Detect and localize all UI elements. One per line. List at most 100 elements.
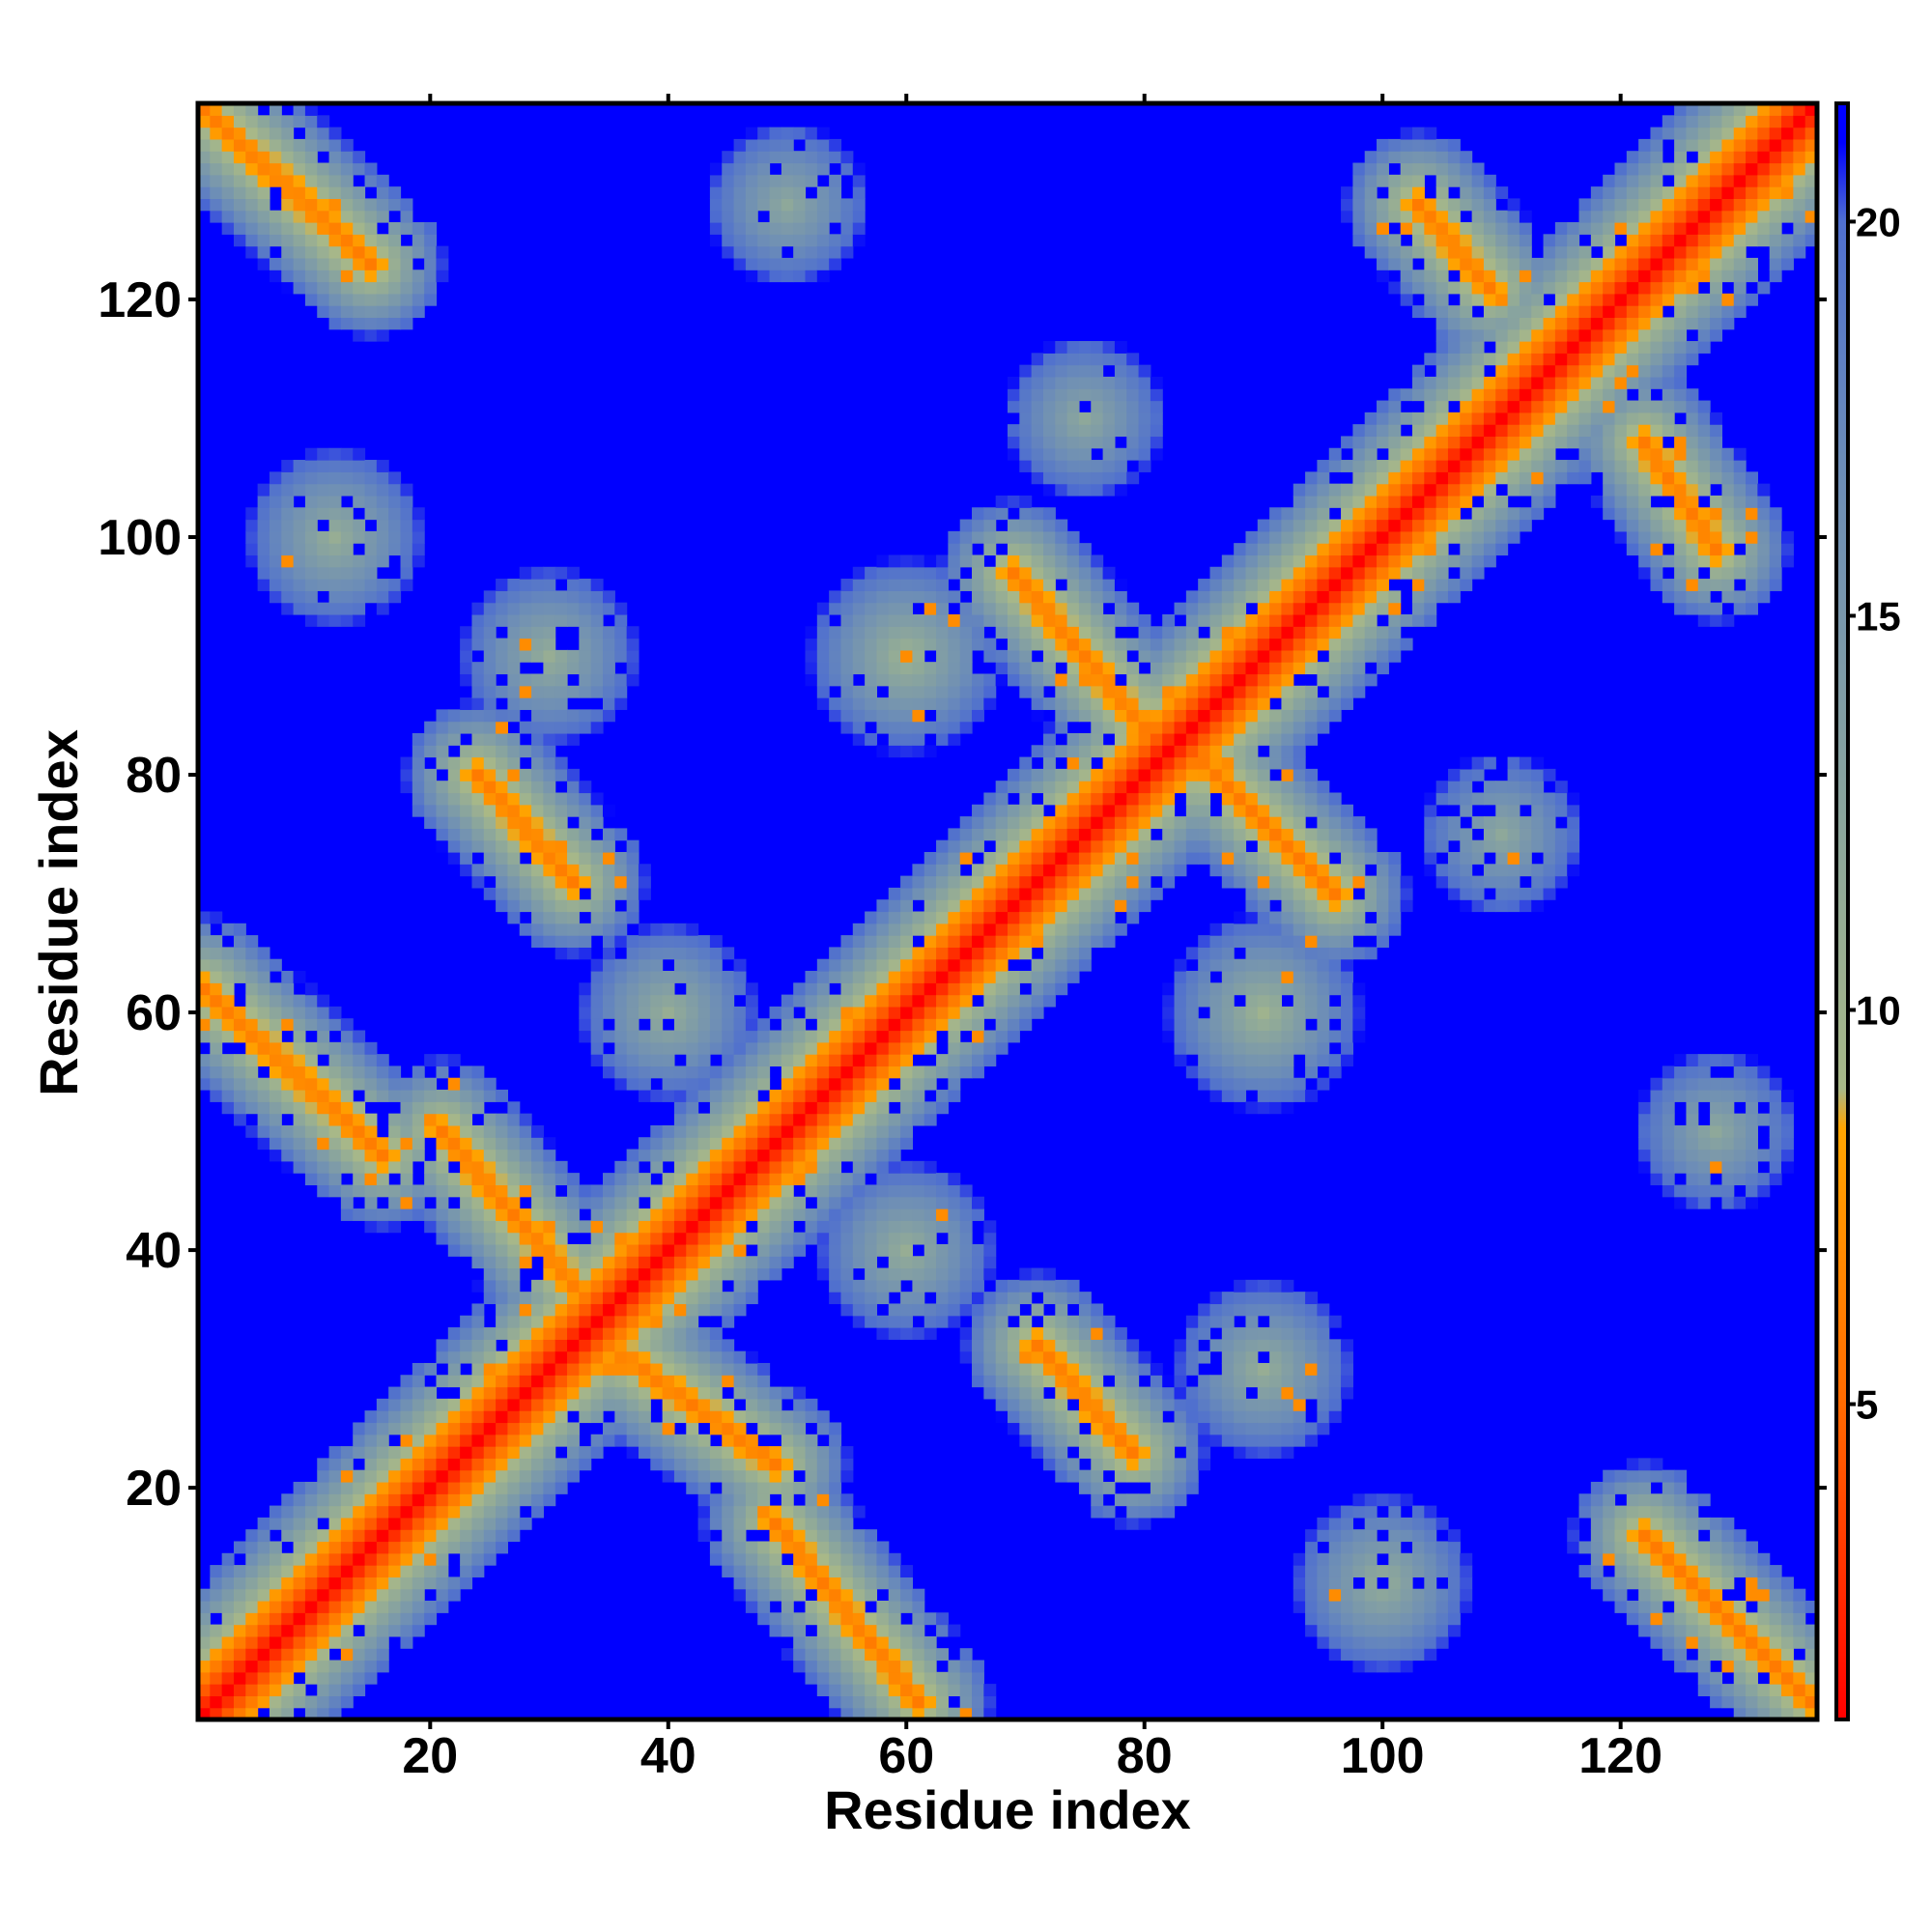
heatmap-cell bbox=[1209, 1065, 1223, 1079]
heatmap-cell bbox=[829, 1054, 842, 1067]
heatmap-cell bbox=[1209, 579, 1223, 591]
heatmap-cell bbox=[1245, 935, 1259, 948]
heatmap-cell bbox=[1091, 436, 1104, 449]
heatmap-cell bbox=[388, 1220, 402, 1234]
heatmap-cell bbox=[840, 935, 854, 948]
heatmap-cell bbox=[793, 1243, 807, 1257]
heatmap-cell bbox=[233, 1077, 246, 1091]
heatmap-cell bbox=[519, 1327, 532, 1340]
heatmap-cell bbox=[959, 1256, 973, 1269]
heatmap-cell bbox=[852, 1065, 866, 1079]
heatmap-cell bbox=[281, 1552, 295, 1566]
heatmap-cell bbox=[662, 1469, 675, 1483]
heatmap-cell bbox=[829, 1552, 842, 1566]
heatmap-cell bbox=[471, 1196, 485, 1209]
heatmap-cell bbox=[865, 709, 878, 723]
heatmap-cell bbox=[603, 923, 615, 936]
heatmap-cell bbox=[769, 1267, 782, 1281]
heatmap-cell bbox=[626, 1196, 639, 1209]
heatmap-cell bbox=[245, 947, 259, 960]
heatmap-cell bbox=[852, 1041, 866, 1055]
heatmap-cell bbox=[245, 530, 259, 544]
heatmap-cell bbox=[269, 257, 282, 270]
heatmap-cell bbox=[638, 1398, 651, 1411]
heatmap-cell bbox=[686, 1173, 699, 1186]
heatmap-cell bbox=[1234, 792, 1247, 806]
heatmap-cell bbox=[1114, 1434, 1127, 1447]
heatmap-cell bbox=[1150, 1481, 1163, 1494]
heatmap-cell bbox=[1008, 851, 1020, 865]
heatmap-cell bbox=[1234, 1090, 1247, 1102]
heatmap-cell bbox=[936, 923, 949, 936]
heatmap-cell bbox=[554, 1327, 568, 1340]
heatmap-cell bbox=[460, 1422, 473, 1435]
heatmap-cell bbox=[554, 923, 568, 936]
heatmap-cell bbox=[281, 1041, 295, 1055]
heatmap-cell bbox=[483, 626, 497, 639]
heatmap-cell bbox=[257, 1018, 270, 1032]
heatmap-cell bbox=[1091, 875, 1104, 889]
heatmap-cell bbox=[722, 1315, 735, 1328]
heatmap-cell bbox=[1162, 1375, 1176, 1388]
heatmap-cell bbox=[1174, 721, 1187, 734]
heatmap-cell bbox=[388, 317, 402, 330]
heatmap-cell bbox=[745, 222, 758, 235]
heatmap-cell bbox=[865, 1030, 878, 1043]
heatmap-cell bbox=[722, 210, 735, 223]
heatmap-cell bbox=[340, 460, 354, 472]
heatmap-cell bbox=[400, 1552, 413, 1566]
heatmap-cell bbox=[317, 1065, 330, 1079]
heatmap-cell bbox=[1019, 673, 1033, 687]
heatmap-cell bbox=[757, 1054, 771, 1067]
heatmap-cell bbox=[317, 1160, 330, 1174]
heatmap-cell bbox=[293, 1529, 306, 1543]
heatmap-cell bbox=[1091, 1481, 1104, 1494]
heatmap-cell bbox=[816, 1184, 830, 1198]
heatmap-cell bbox=[424, 1565, 438, 1577]
heatmap-cell bbox=[1008, 1398, 1020, 1411]
heatmap-cell bbox=[281, 127, 295, 140]
heatmap-cell bbox=[317, 1612, 330, 1626]
heatmap-cell bbox=[567, 1279, 580, 1293]
heatmap-cell bbox=[733, 257, 747, 270]
heatmap-cell bbox=[304, 543, 318, 556]
heatmap-cell bbox=[626, 1434, 639, 1447]
heatmap-cell bbox=[638, 1065, 651, 1079]
heatmap-cell bbox=[1102, 388, 1116, 402]
heatmap-cell bbox=[769, 1481, 782, 1494]
heatmap-cell bbox=[364, 1565, 378, 1577]
heatmap-cell bbox=[1198, 1375, 1211, 1388]
heatmap-cell bbox=[900, 982, 914, 996]
heatmap-cell bbox=[1102, 1362, 1116, 1376]
heatmap-cell bbox=[1066, 412, 1080, 425]
heatmap-cell bbox=[1162, 792, 1176, 806]
heatmap-cell bbox=[221, 1635, 235, 1649]
heatmap-cell bbox=[745, 1541, 758, 1554]
heatmap-cell bbox=[364, 1137, 378, 1151]
heatmap-cell bbox=[816, 234, 830, 247]
heatmap-cell bbox=[507, 673, 521, 687]
heatmap-cell bbox=[781, 210, 794, 223]
heatmap-cell bbox=[496, 1256, 509, 1269]
heatmap-cell bbox=[412, 1208, 425, 1221]
heatmap-cell bbox=[1042, 851, 1056, 865]
heatmap-cell bbox=[317, 1184, 330, 1198]
heatmap-cell bbox=[353, 1552, 366, 1566]
heatmap-cell bbox=[865, 732, 878, 746]
heatmap-cell bbox=[1055, 982, 1068, 996]
heatmap-cell bbox=[829, 1529, 842, 1543]
heatmap-cell bbox=[948, 839, 961, 853]
heatmap-cell bbox=[1198, 1065, 1211, 1079]
heatmap-cell bbox=[697, 1446, 711, 1459]
heatmap-cell bbox=[293, 210, 306, 223]
heatmap-cell bbox=[328, 1469, 342, 1483]
heatmap-cell bbox=[328, 543, 342, 556]
heatmap-cells bbox=[198, 103, 1817, 1719]
heatmap-cell bbox=[876, 673, 890, 687]
heatmap-cell bbox=[662, 1398, 675, 1411]
heatmap-cell bbox=[1209, 1339, 1223, 1352]
heatmap-cell bbox=[328, 1660, 342, 1673]
heatmap-cell bbox=[483, 685, 497, 698]
heatmap-cell bbox=[650, 1220, 664, 1234]
heatmap-cell bbox=[888, 1684, 901, 1696]
